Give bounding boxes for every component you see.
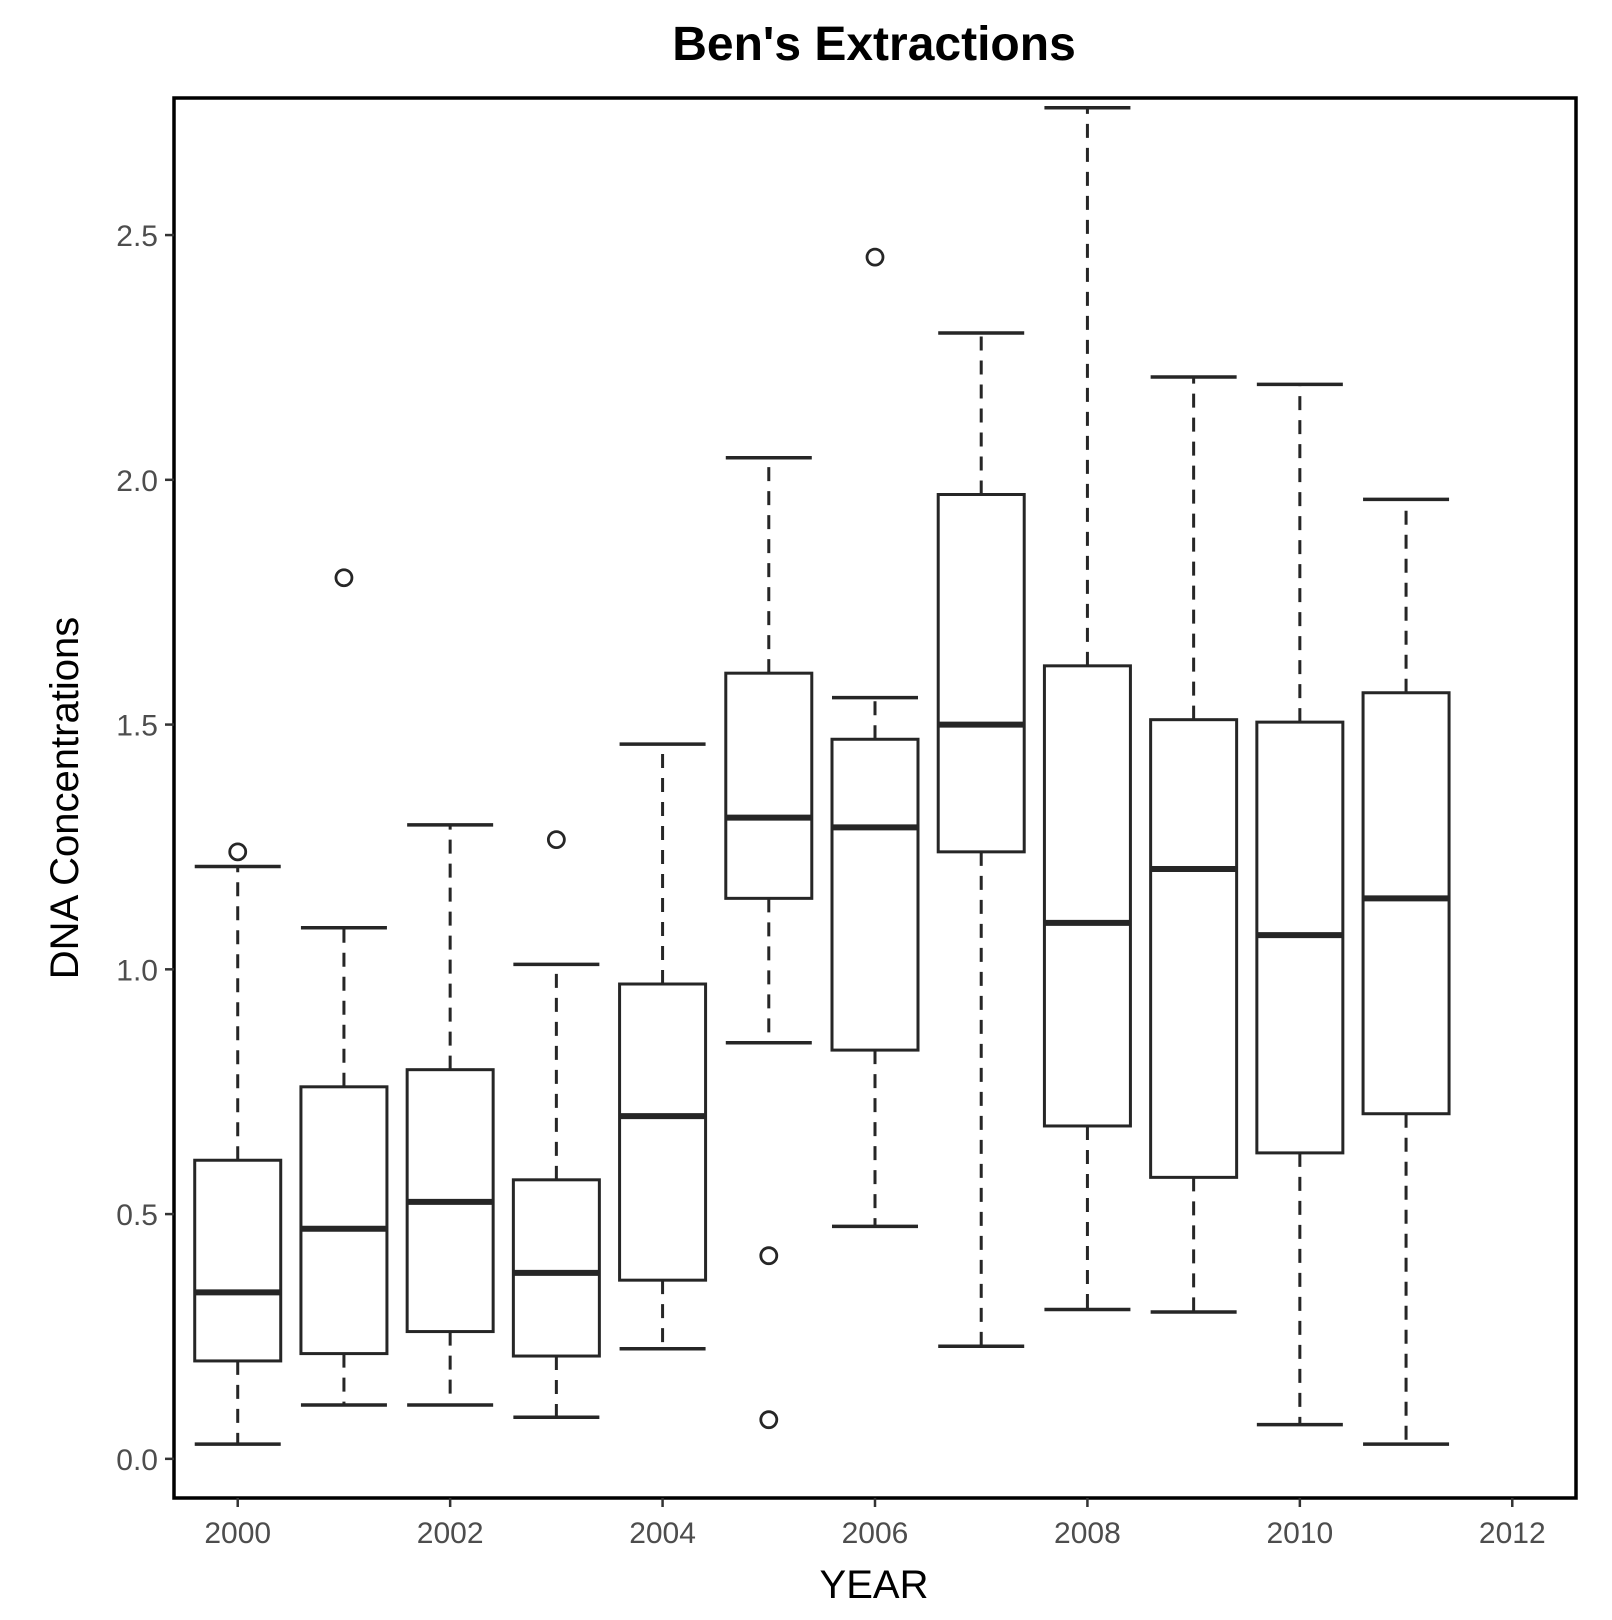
box-group-2003 xyxy=(511,830,601,1419)
x-tick-label: 2008 xyxy=(1054,1517,1121,1550)
x-tick-label: 2006 xyxy=(842,1517,909,1550)
x-axis-title: YEAR xyxy=(820,1563,929,1607)
box-group-2010 xyxy=(1255,382,1345,1427)
box-group-2004 xyxy=(618,742,708,1351)
x-tick-label: 2002 xyxy=(417,1517,484,1550)
x-tick-label: 2012 xyxy=(1479,1517,1546,1550)
iqr-box xyxy=(511,1178,601,1358)
y-tick-label: 0.0 xyxy=(116,1444,158,1477)
y-tick-label: 2.0 xyxy=(116,465,158,498)
outlier-point xyxy=(546,830,566,850)
y-tick-label: 0.5 xyxy=(116,1199,158,1232)
boxes-layer xyxy=(193,106,1451,1446)
box-group-2006 xyxy=(830,247,920,1229)
y-tick-label: 1.0 xyxy=(116,954,158,987)
outlier-point xyxy=(228,842,248,862)
outlier-point xyxy=(759,1410,779,1430)
outlier-point xyxy=(865,247,885,267)
box-group-2011 xyxy=(1361,497,1451,1446)
chart-title: Ben's Extractions xyxy=(672,18,1076,71)
iqr-box xyxy=(1149,718,1239,1179)
iqr-box xyxy=(830,737,920,1052)
box-group-2002 xyxy=(405,823,495,1407)
iqr-box xyxy=(299,1085,389,1356)
x-tick-label: 2000 xyxy=(204,1517,271,1550)
iqr-box xyxy=(1361,691,1451,1116)
iqr-box xyxy=(936,493,1026,854)
x-tick-label: 2010 xyxy=(1266,1517,1333,1550)
y-axis-title: DNA Concentrations xyxy=(43,617,87,979)
x-axis: 2000 2002 2004 2006 2008 2010 2012 xyxy=(204,1498,1546,1550)
outlier-point xyxy=(334,568,354,588)
box-group-2001 xyxy=(299,568,389,1407)
box-group-2008 xyxy=(1042,106,1132,1312)
y-tick-label: 1.5 xyxy=(116,710,158,743)
box-group-2007 xyxy=(936,331,1026,1349)
iqr-box xyxy=(1042,664,1132,1128)
box-group-2000 xyxy=(193,842,283,1446)
y-tick-label: 2.5 xyxy=(116,220,158,253)
iqr-box xyxy=(193,1158,283,1363)
box-group-2005 xyxy=(724,456,814,1430)
outlier-point xyxy=(759,1246,779,1266)
iqr-box xyxy=(724,671,814,900)
y-axis: 0.0 0.5 1.0 1.5 2.0 2.5 xyxy=(116,220,174,1477)
iqr-box xyxy=(618,982,708,1282)
x-tick-label: 2004 xyxy=(629,1517,696,1550)
box-group-2009 xyxy=(1149,375,1239,1314)
